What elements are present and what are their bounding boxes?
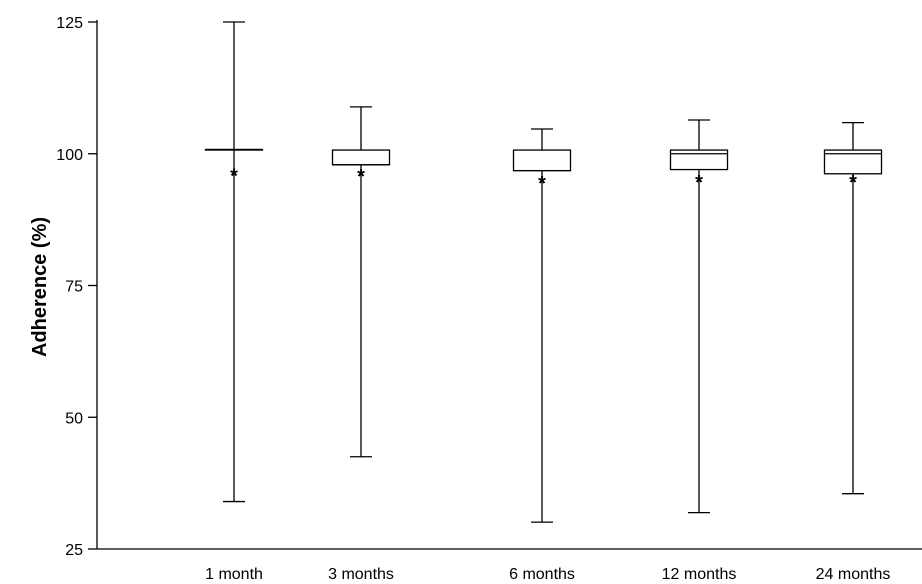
- y-tick-label: 100: [56, 147, 83, 164]
- y-axis: 25 50 75 100 125: [56, 15, 98, 559]
- box-group: *: [512, 128, 572, 523]
- mean-marker: *: [849, 172, 857, 194]
- x-tick-label: 3 months: [328, 566, 394, 583]
- y-axis-title: Adherence (%): [29, 217, 51, 357]
- x-tick-label: 12 months: [662, 566, 737, 583]
- mean-marker: *: [357, 166, 365, 188]
- mean-marker: *: [538, 173, 546, 195]
- x-axis: 1 month 3 months 6 months 12 months 24 month…: [97, 548, 922, 583]
- x-tick-label: 24 months: [816, 566, 891, 583]
- interquartile-box: [331, 149, 391, 166]
- mean-marker: *: [230, 166, 238, 188]
- mean-marker: *: [695, 172, 703, 194]
- y-tick-label: 75: [65, 279, 83, 296]
- y-tick-label: 25: [65, 542, 83, 559]
- box-group: *: [331, 106, 391, 458]
- interquartile-box: [512, 149, 572, 172]
- y-tick-label: 50: [65, 410, 83, 427]
- x-tick-label: 6 months: [509, 566, 575, 583]
- interquartile-box: [669, 149, 729, 171]
- x-tick-label: 1 month: [205, 566, 263, 583]
- box-group: *: [669, 119, 729, 514]
- y-tick-label: 125: [56, 15, 83, 32]
- box-group: *: [204, 21, 264, 503]
- boxes-layer: * * * * *: [204, 21, 883, 523]
- interquartile-box: [823, 149, 883, 175]
- box-group: *: [823, 122, 883, 495]
